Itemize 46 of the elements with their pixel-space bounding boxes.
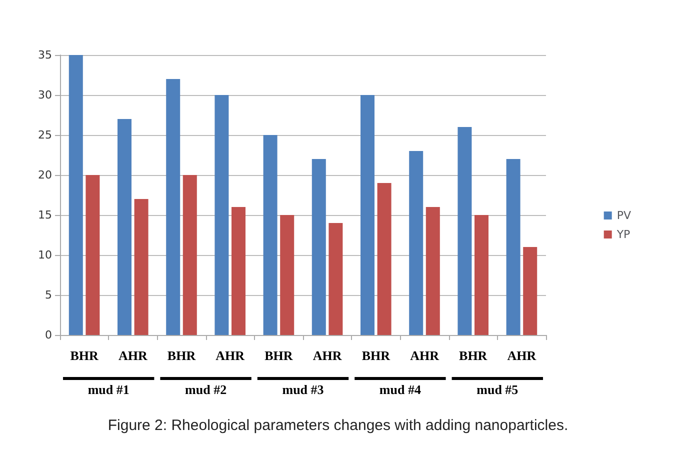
y-tick-label: 30 — [38, 88, 52, 102]
text: mud #1 — [88, 382, 130, 397]
y-tick-label: 0 — [45, 328, 52, 342]
text: mud #3 — [282, 382, 324, 397]
y-tick-label: 25 — [38, 128, 52, 142]
bar — [360, 95, 374, 335]
legend-label: PV — [616, 209, 632, 222]
y-tick-label: 10 — [38, 248, 52, 262]
bar — [214, 95, 229, 335]
bar — [458, 127, 472, 335]
bar — [377, 183, 392, 335]
bar — [134, 199, 148, 335]
bar — [523, 247, 538, 335]
x-tick-label: BHR — [264, 348, 294, 363]
x-tick-label: AHR — [312, 348, 342, 363]
bar — [118, 119, 132, 335]
x-tick-label: BHR — [70, 348, 99, 363]
text: mud #5 — [476, 382, 519, 397]
bar — [328, 223, 343, 335]
x-tick-label: BHR — [362, 348, 391, 363]
x-tick-label: AHR — [216, 348, 246, 363]
x-tick-label: AHR — [507, 348, 537, 363]
bar — [426, 207, 440, 335]
x-tick-label: AHR — [410, 348, 440, 363]
x-tick-label: AHR — [118, 348, 148, 363]
bar — [312, 159, 326, 335]
y-tick-label: 35 — [38, 48, 52, 62]
bar — [166, 79, 180, 335]
bar — [86, 175, 100, 335]
bar — [506, 159, 520, 335]
bar — [474, 215, 488, 335]
bar — [409, 151, 424, 335]
x-tick-label: BHR — [167, 348, 196, 363]
y-tick-label: 5 — [45, 288, 52, 302]
text: Figure 2: Rheological parameters changes with adding nanoparticles. — [108, 417, 568, 434]
bar — [280, 215, 294, 335]
bar — [182, 175, 197, 335]
legend-label: YP — [616, 228, 631, 241]
text: mud #4 — [379, 382, 422, 397]
y-tick-label: 20 — [38, 168, 52, 182]
x-tick-label: BHR — [459, 348, 488, 363]
bar — [232, 207, 246, 335]
bar — [68, 55, 83, 335]
bar — [263, 135, 278, 335]
y-tick-label: 15 — [38, 208, 52, 222]
text: mud #2 — [185, 382, 227, 397]
